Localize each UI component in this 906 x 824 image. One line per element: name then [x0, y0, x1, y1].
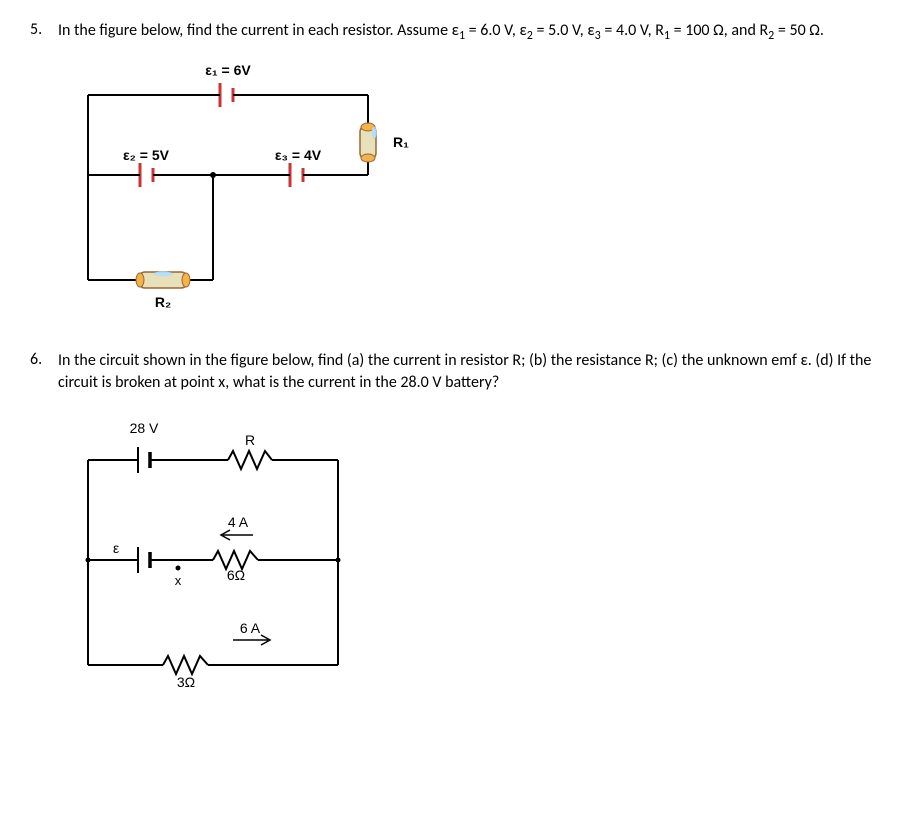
problem-number: 5.	[30, 20, 58, 45]
symbol: ε	[452, 21, 459, 40]
problem-6: 6. In the circuit shown in the figure be…	[30, 350, 876, 395]
label-eps: ε	[113, 540, 119, 556]
label-6ohm: 6Ω	[227, 567, 245, 583]
label-3ohm: 3Ω	[177, 674, 195, 690]
symbol: R	[759, 21, 768, 40]
label-e1: ε₁ = 6V	[205, 62, 251, 78]
text: = 50 Ω.	[774, 21, 824, 40]
circuit-diagram-5: ε₁ = 6V ε₂ = 5V ε₃ = 4V R₁ R₂	[58, 55, 876, 320]
problem-text: In the figure below, find the current in…	[58, 20, 876, 45]
circuit-diagram-6: 28 V R ε x 4 A 6Ω 6 A 3Ω	[58, 405, 876, 710]
symbol: R	[655, 21, 664, 40]
label-6a: 6 A	[240, 620, 261, 636]
symbol: ε	[587, 21, 594, 40]
label-4a: 4 A	[228, 514, 249, 530]
text: = 5.0 V,	[533, 21, 587, 40]
label-x: x	[175, 573, 182, 588]
page: 5. In the figure below, find the current…	[0, 0, 906, 760]
problem-number: 6.	[30, 350, 58, 395]
label-r1: R₁	[393, 134, 409, 150]
fuse-r1-icon	[360, 123, 377, 162]
label-e3: ε₃ = 4V	[275, 147, 322, 163]
label-R: R	[245, 432, 255, 448]
problem-text: In the circuit shown in the figure below…	[58, 350, 876, 395]
text: = 100 Ω, and	[670, 21, 759, 40]
text: In the figure below, find the current in…	[58, 21, 452, 40]
label-28v: 28 V	[130, 420, 159, 436]
problem-5: 5. In the figure below, find the current…	[30, 20, 876, 45]
text: = 6.0 V,	[465, 21, 519, 40]
fuse-r2-icon	[136, 271, 190, 288]
symbol: ε	[520, 21, 527, 40]
text: = 4.0 V,	[601, 21, 655, 40]
label-r2: R₂	[155, 294, 171, 310]
label-e2: ε₂ = 5V	[123, 147, 170, 163]
